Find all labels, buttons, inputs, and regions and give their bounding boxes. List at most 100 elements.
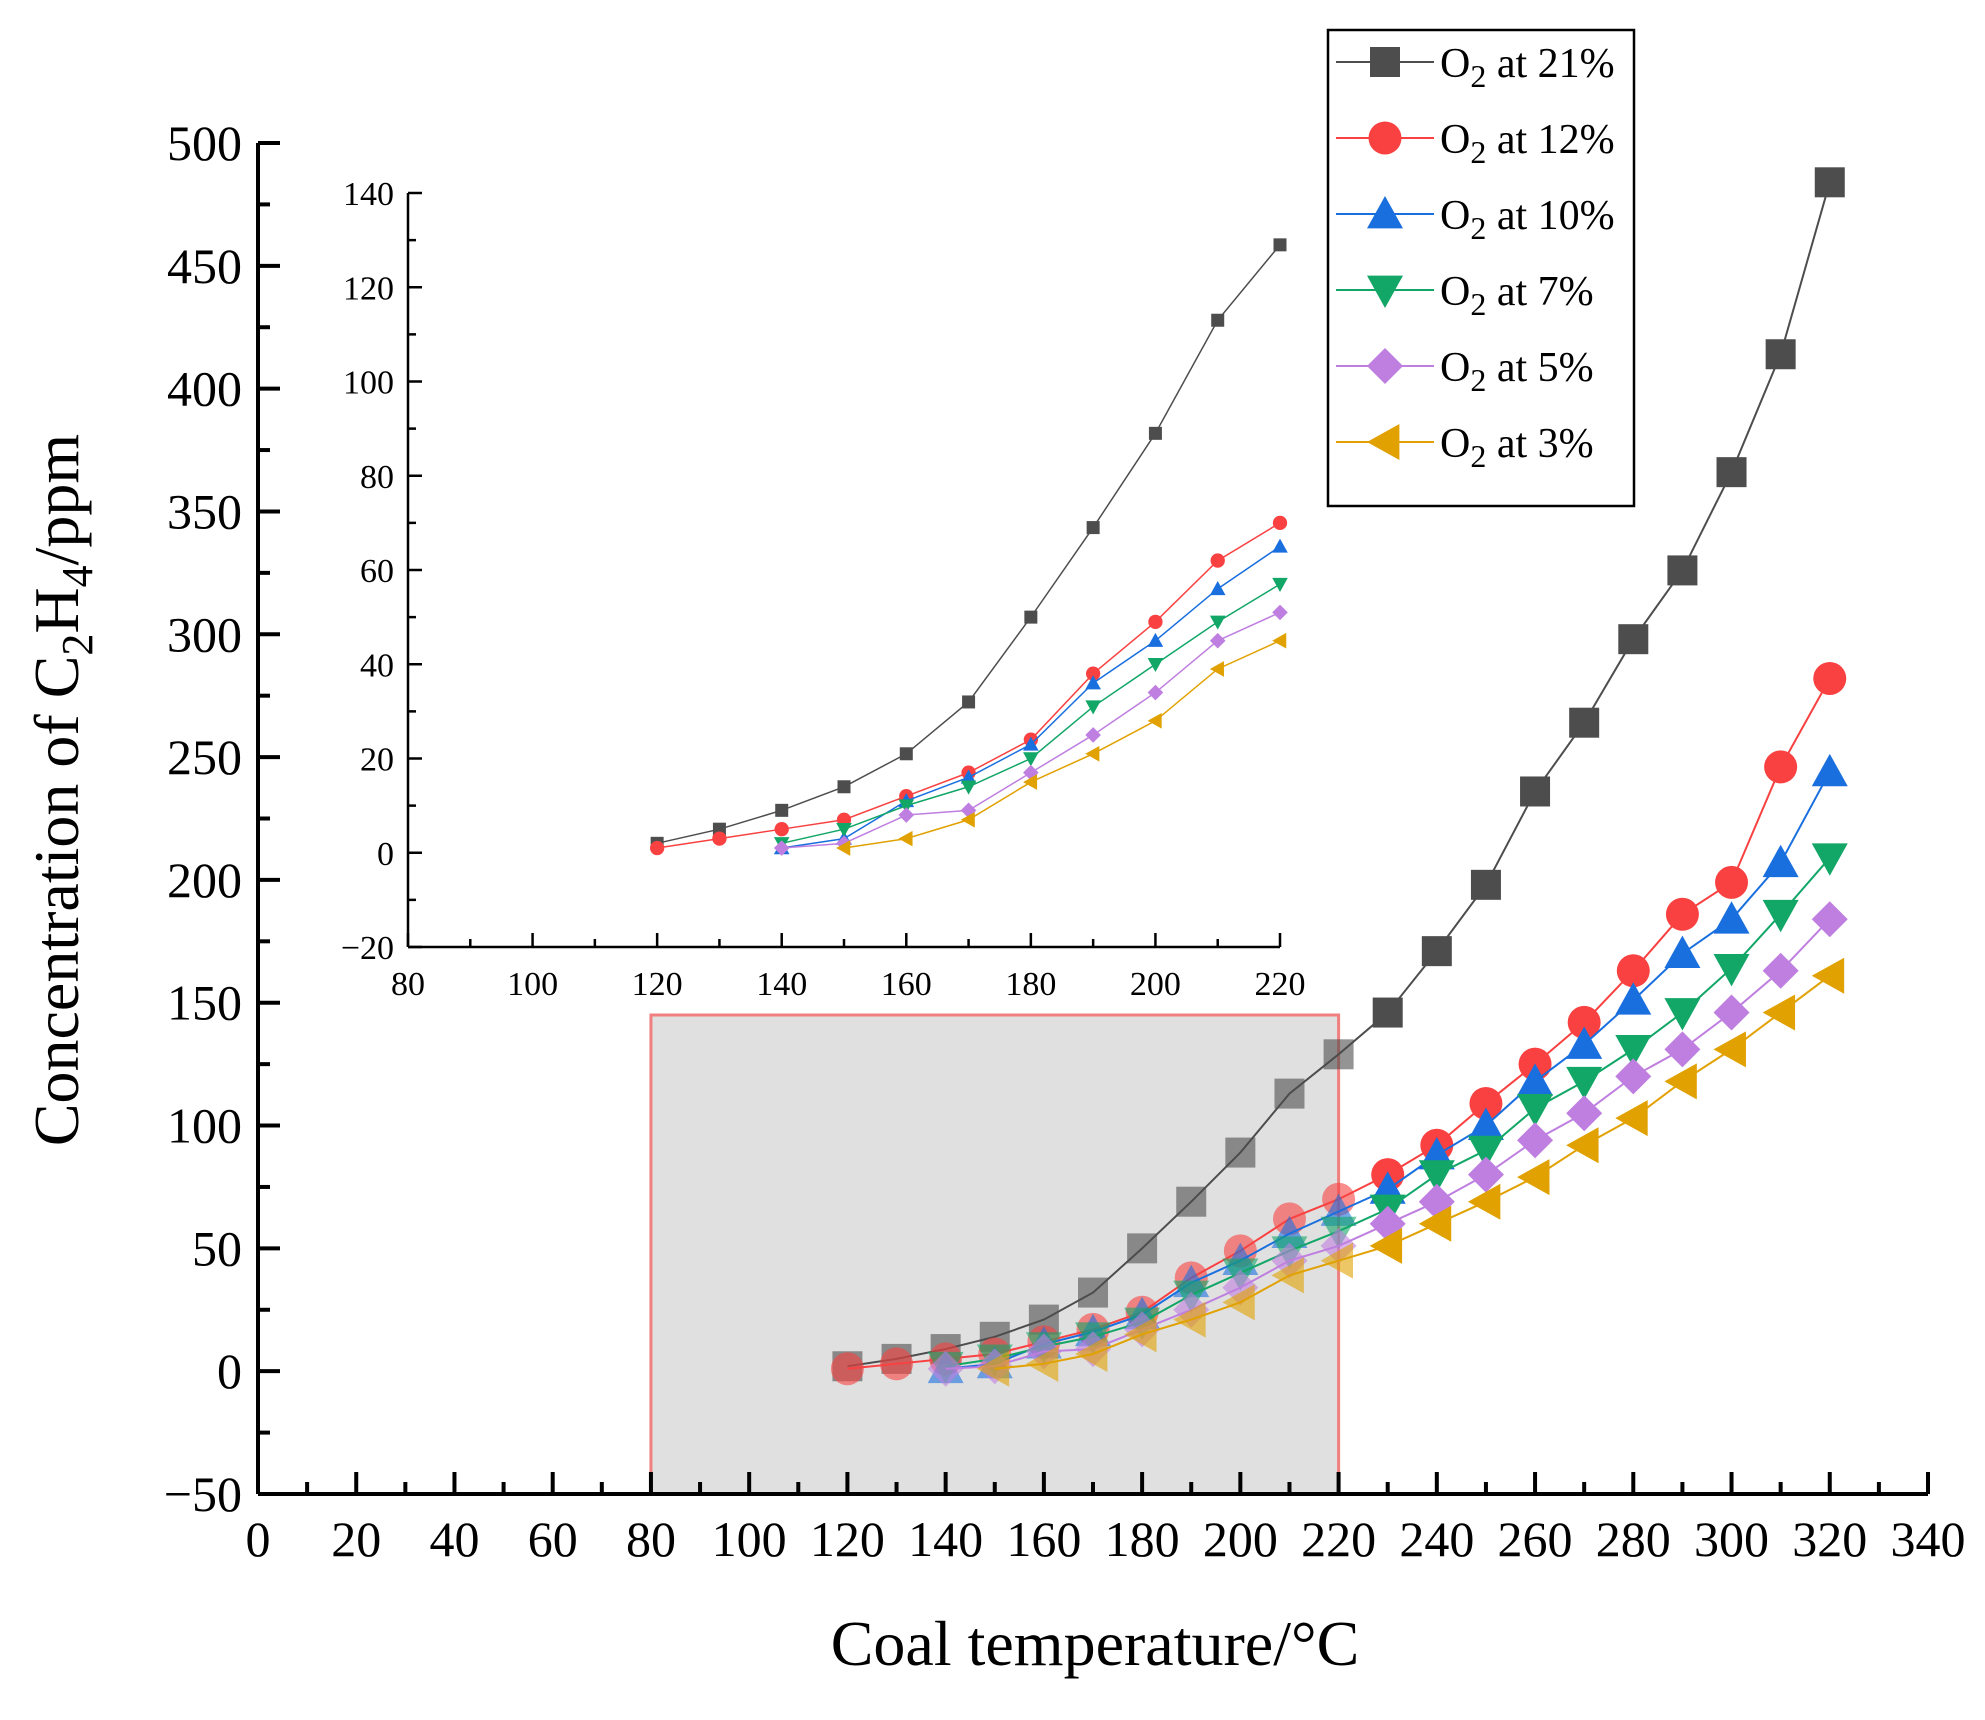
data-point bbox=[880, 1347, 914, 1381]
inset-y-tick-label: 0 bbox=[377, 836, 394, 873]
legend-label: O2 at 5% bbox=[1440, 345, 1594, 398]
data-point bbox=[1713, 901, 1750, 934]
data-point bbox=[1520, 776, 1551, 807]
inset-data-point bbox=[1209, 661, 1224, 677]
x-tick-label: 160 bbox=[1006, 1511, 1081, 1567]
legend-item: O2 at 7% bbox=[1336, 269, 1594, 322]
data-point bbox=[1762, 899, 1799, 933]
inset-data-point bbox=[1209, 632, 1226, 649]
data-point bbox=[1566, 1026, 1603, 1059]
inset-data-point bbox=[898, 807, 915, 823]
legend-item: O2 at 10% bbox=[1336, 193, 1615, 246]
x-tick-label: 280 bbox=[1596, 1511, 1671, 1567]
legend-label-sub: 2 bbox=[1470, 134, 1486, 170]
inset-y-tick-label: −20 bbox=[341, 930, 394, 967]
data-point bbox=[1517, 1122, 1554, 1159]
data-point bbox=[1274, 1078, 1305, 1109]
inset-series-triangle-left bbox=[836, 632, 1287, 856]
y-axis-title-part1: Concentration of C bbox=[21, 656, 92, 1147]
data-point bbox=[1615, 1058, 1652, 1095]
legend-label-sub: 2 bbox=[1470, 286, 1486, 322]
x-tick-label: 140 bbox=[908, 1511, 983, 1567]
x-tick-label: 240 bbox=[1399, 1511, 1474, 1567]
data-point bbox=[1222, 1284, 1255, 1321]
inset-data-point bbox=[899, 747, 913, 761]
data-point bbox=[1567, 1005, 1601, 1039]
y-tick-label: 400 bbox=[167, 361, 242, 417]
inset-data-point bbox=[1023, 736, 1039, 751]
inset-series-diamond bbox=[773, 604, 1288, 856]
legend-marker bbox=[1367, 424, 1400, 460]
legend-label-prefix: O bbox=[1440, 117, 1470, 163]
x-tick-label: 340 bbox=[1891, 1511, 1966, 1567]
x-tick-label: 60 bbox=[528, 1511, 578, 1567]
legend-label-prefix: O bbox=[1440, 345, 1470, 391]
y-tick-label: 50 bbox=[192, 1220, 242, 1276]
y-tick-label: 350 bbox=[167, 483, 242, 539]
inset-data-point bbox=[1086, 521, 1100, 535]
data-point bbox=[1664, 998, 1701, 1031]
y-tick-label: 0 bbox=[217, 1343, 242, 1399]
data-point bbox=[1127, 1233, 1158, 1264]
inset-plot-series bbox=[649, 238, 1288, 856]
data-point bbox=[1421, 936, 1452, 967]
inset-y-tick-label: 140 bbox=[343, 176, 394, 213]
x-tick-label: 180 bbox=[1105, 1511, 1180, 1567]
inset-series-line bbox=[781, 545, 1281, 849]
data-point bbox=[1715, 865, 1749, 899]
inset-axes: 80 100 120 140 160 180 200 220 −20 0 20 40 60 80 100 12… bbox=[341, 176, 1306, 1003]
y-tick-label: 300 bbox=[167, 606, 242, 662]
legend-label-sub: 2 bbox=[1470, 210, 1486, 246]
data-point bbox=[1075, 1335, 1108, 1372]
data-point bbox=[1467, 1107, 1504, 1140]
data-point bbox=[1664, 1031, 1701, 1068]
data-point bbox=[1764, 750, 1798, 784]
data-point bbox=[1320, 1242, 1353, 1279]
inset-data-point bbox=[1210, 553, 1225, 568]
inset-data-point bbox=[1272, 515, 1288, 531]
legend-label-prefix: O bbox=[1440, 193, 1470, 239]
data-point bbox=[1025, 1345, 1059, 1382]
inset-data-point bbox=[836, 822, 852, 837]
inset-data-point bbox=[775, 803, 789, 817]
data-point bbox=[1517, 1063, 1554, 1096]
data-point bbox=[1762, 844, 1799, 878]
data-point bbox=[1225, 1137, 1256, 1168]
data-point bbox=[1713, 953, 1750, 987]
inset-x-tick-label: 220 bbox=[1255, 966, 1306, 1003]
series-triangle-left bbox=[976, 957, 1845, 1387]
inset-x-tick-label: 180 bbox=[1005, 966, 1056, 1003]
inset-y-tick-label: 80 bbox=[360, 459, 394, 496]
x-axis-title: Coal temperature/°C bbox=[831, 1608, 1360, 1679]
legend-box bbox=[1326, 28, 1636, 508]
data-point bbox=[976, 1350, 1010, 1387]
inset-data-point bbox=[1147, 658, 1164, 673]
inset-data-point bbox=[960, 769, 977, 784]
inset-data-point bbox=[1085, 675, 1101, 690]
x-tick-label: 40 bbox=[429, 1511, 479, 1567]
inset-x-tick-label: 200 bbox=[1130, 966, 1181, 1003]
inset-data-point bbox=[898, 830, 913, 847]
data-point bbox=[1470, 869, 1501, 900]
inset-series-line bbox=[781, 611, 1281, 849]
inset-data-point bbox=[837, 780, 851, 794]
zoom-highlight-region bbox=[649, 1013, 1341, 1496]
inset-y-tick-label: 20 bbox=[360, 742, 394, 779]
data-point bbox=[1615, 982, 1652, 1015]
data-point bbox=[1762, 952, 1799, 989]
data-point bbox=[1323, 1039, 1354, 1070]
inset-data-point bbox=[1211, 313, 1225, 327]
data-point bbox=[1467, 1135, 1504, 1169]
inset-y-tick-label: 40 bbox=[360, 647, 394, 684]
y-tick-label: 500 bbox=[167, 115, 242, 171]
data-point bbox=[1713, 1031, 1746, 1068]
inset-data-point bbox=[1085, 700, 1101, 715]
x-tick-label: 0 bbox=[246, 1511, 271, 1567]
x-tick-label: 80 bbox=[626, 1511, 676, 1567]
legend-label: O2 at 12% bbox=[1440, 117, 1615, 170]
inset-data-point bbox=[1272, 632, 1287, 649]
inset-x-tick-label: 140 bbox=[756, 966, 807, 1003]
y-tick-label: 450 bbox=[167, 238, 242, 294]
legend-item: O2 at 5% bbox=[1336, 345, 1594, 398]
